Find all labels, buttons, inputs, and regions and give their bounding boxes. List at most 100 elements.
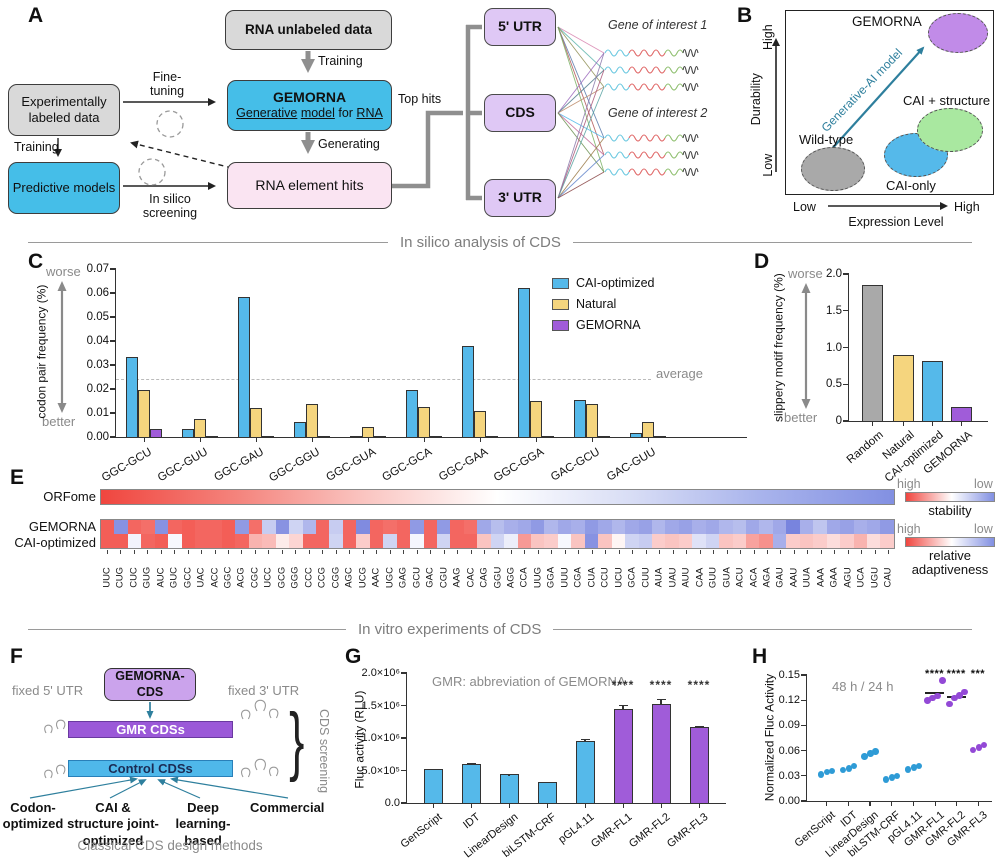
y-tick-label: 0.03: [86, 359, 109, 371]
gene-sequence-wave: [628, 151, 666, 159]
data-point: [828, 767, 836, 775]
y-tick-label: 0.12: [778, 694, 800, 707]
heatmap-cell: [369, 534, 384, 548]
codon-label: CAG: [478, 567, 490, 588]
mean-line: [925, 692, 944, 694]
heatmap-tick: [888, 550, 890, 554]
y-tick-mark: [843, 420, 849, 422]
panel-c-legend: CAI-optimized Natural GEMORNA: [552, 276, 655, 339]
data-point: [934, 692, 941, 700]
g-note: GMR: abbreviation of GEMORNA: [432, 674, 626, 689]
heatmap-cell: [866, 520, 881, 534]
stability-title: stability: [928, 503, 972, 518]
bar: [542, 436, 554, 437]
heatmap-tick: [551, 550, 553, 554]
heatmap-cell: [127, 534, 142, 548]
f-fixed-3utr-label: fixed 3' UTR: [228, 683, 300, 698]
data-point: [867, 750, 874, 757]
label-fine-tuning: Fine-tuning: [149, 70, 185, 99]
bar: [575, 741, 595, 803]
heatmap-cell: [383, 520, 397, 534]
codon-label: CAU: [882, 567, 894, 588]
heatmap-tick: [174, 550, 176, 554]
heatmap-cell: [356, 520, 370, 534]
legend-entry: GEMORNA: [552, 318, 655, 332]
panel-f-label: F: [10, 645, 23, 668]
y-tick-label: 0.0: [384, 797, 400, 809]
gene-link-line: [557, 52, 605, 114]
y-tick-label: 0.06: [778, 744, 800, 757]
heatmap-tick: [632, 550, 634, 554]
heatmap-cell: [571, 534, 585, 548]
codon-label: AGU: [842, 567, 854, 588]
heatmap-tick: [228, 550, 229, 554]
gene-link-line: [557, 86, 605, 114]
data-point: [969, 746, 977, 754]
f-cds-screening-label: CDS screening: [317, 708, 331, 794]
heatmap-cell: [316, 534, 330, 548]
category-label: GGC-GGU: [267, 446, 322, 485]
legend-swatch-c0: [552, 277, 569, 289]
heatmap-cell: [772, 520, 787, 534]
label-gene-of-interest-1: Gene of interest 1: [608, 18, 708, 32]
heatmap-tick: [187, 550, 189, 554]
label-cai-only: CAI-only: [886, 178, 936, 193]
heatmap-cell: [759, 534, 773, 548]
heatmap-cell: [678, 534, 693, 548]
heatmap-tick: [295, 550, 297, 554]
label-in-silico-screening: In silico screening: [142, 192, 198, 221]
heatmap-tick: [376, 550, 378, 554]
heatmap-cell: [181, 534, 196, 548]
bar: [499, 774, 519, 803]
codon-label: ACU: [734, 567, 746, 588]
heatmap-cell: [880, 534, 894, 548]
data-point: [929, 694, 936, 702]
box-gemorna-cds: GEMORNA-CDS: [104, 668, 196, 701]
error-bar-cap: [694, 725, 704, 728]
codon-label: UCA: [855, 567, 867, 588]
heatmap-cell: [329, 520, 343, 534]
y-tick-mark: [801, 775, 807, 777]
bar: [474, 411, 486, 437]
b-yaxis-low: Low: [760, 153, 775, 177]
gene-link-line: [557, 69, 605, 199]
category-label: GGC-GUU: [155, 446, 210, 485]
gene-sequence-wave: [628, 83, 666, 91]
branch-connector: [465, 24, 482, 201]
codon-label: CGU: [438, 566, 450, 589]
category-label: GAC-GUU: [604, 446, 658, 484]
gene-sequence-wave: [682, 65, 699, 75]
box-experimentally-labeled-data: Experimentally labeled data: [8, 84, 120, 136]
gene-sequence-wave: [604, 151, 630, 159]
heatmap-cell: [517, 534, 531, 548]
gene-sequence-wave: [664, 49, 684, 57]
gene-sequence-wave: [682, 48, 699, 58]
codon-label: CCC: [303, 567, 315, 588]
brace-icon: }: [289, 698, 305, 783]
x-tick-mark: [961, 422, 963, 426]
data-point: [872, 748, 879, 755]
f-fixed-5utr-label: fixed 5' UTR: [12, 683, 84, 698]
heatmap-cell: [625, 520, 639, 534]
x-tick-mark: [699, 804, 701, 808]
panel-g-plot: 0.0 5.0×10⁵ 1.0×10⁶ 1.5×10⁶ 2.0×10⁶ GenScript…: [361, 667, 726, 860]
bar: [350, 436, 362, 437]
heatmap-tick: [672, 550, 674, 554]
codon-label: GCG: [276, 566, 288, 589]
heatmap-tick: [133, 550, 135, 554]
gene-sequence-wave: [604, 49, 630, 57]
f-caption: Classical CDS design methods: [77, 838, 263, 853]
y-tick-label: 0.01: [86, 407, 109, 419]
codon-label: GUA: [721, 567, 733, 588]
c-average-label: average: [656, 366, 703, 381]
y-tick-label: 0.15: [778, 669, 800, 681]
codon-label: UUA: [801, 567, 813, 588]
codon-label: GAU: [774, 567, 786, 588]
y-tick-mark: [110, 292, 116, 294]
heatmap-row-gemorna: [101, 520, 894, 534]
adaptiveness-title: relative adaptiveness: [911, 548, 989, 578]
y-tick-mark: [110, 436, 116, 438]
heatmap-cell: [826, 534, 841, 548]
x-tick-mark: [433, 804, 435, 808]
